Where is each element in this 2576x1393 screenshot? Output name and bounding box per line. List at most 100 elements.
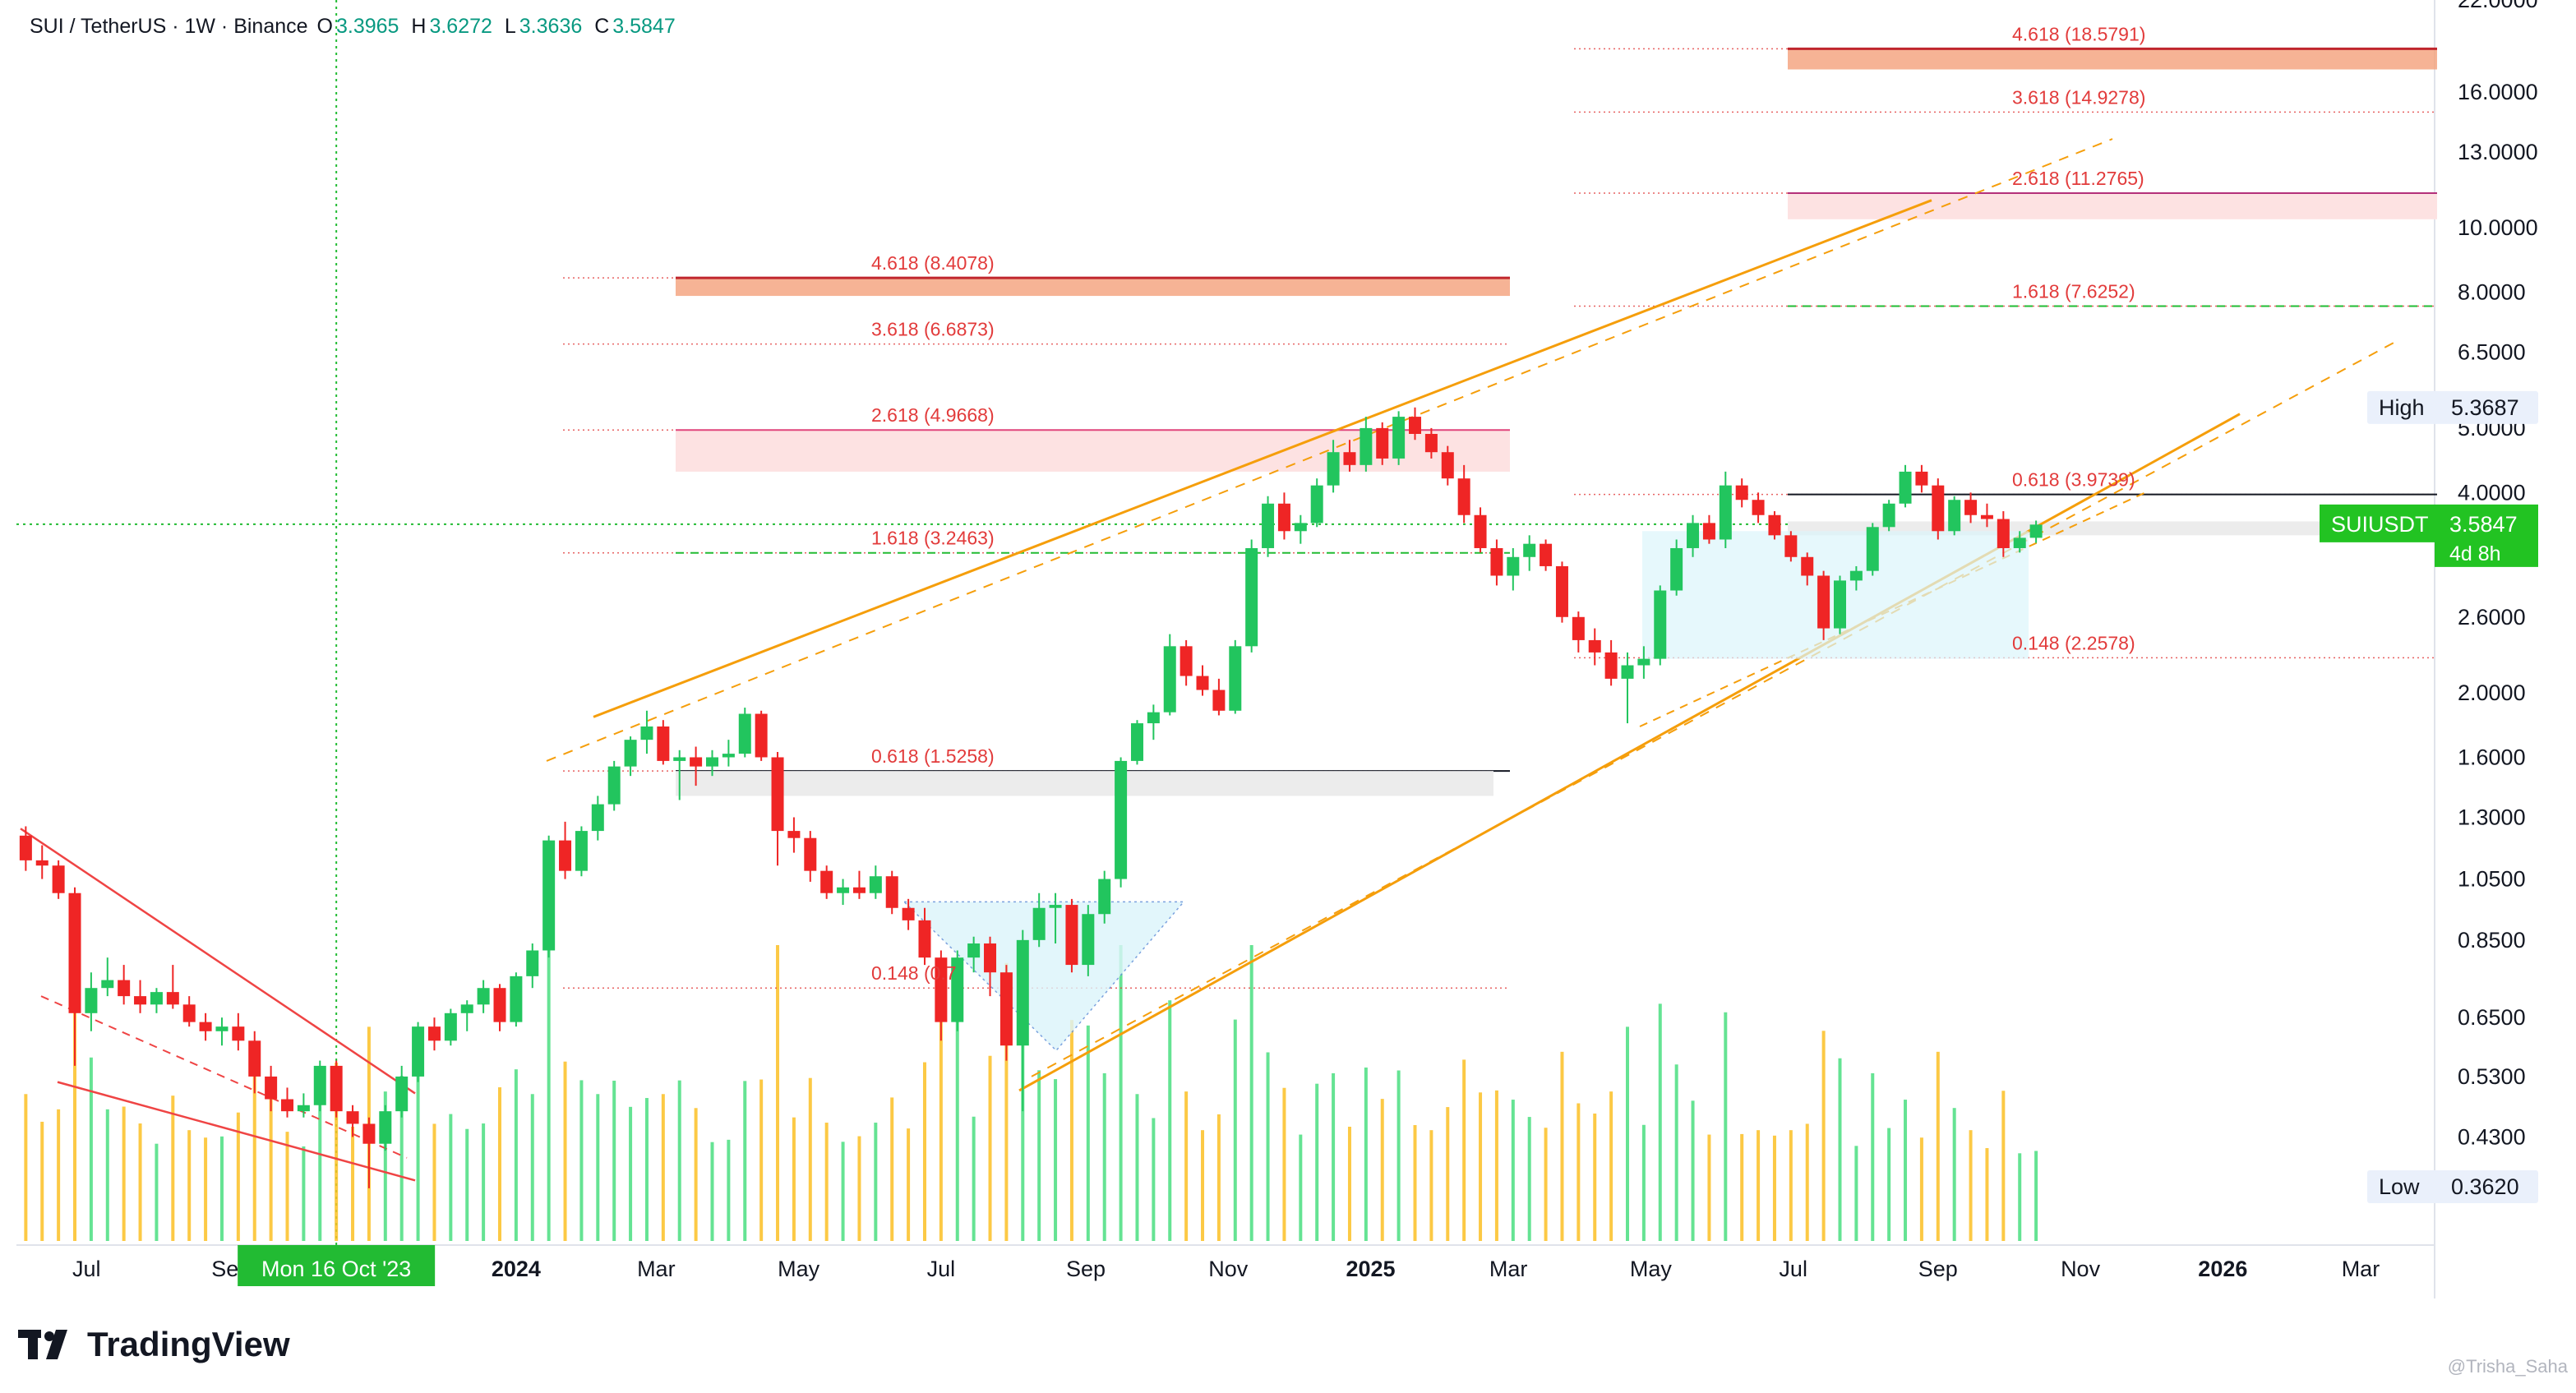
candle <box>1180 639 1193 686</box>
candle-body <box>690 757 703 767</box>
drawing-labels: 4.618 (8.4078) 3.618 (6.6873) 2.618 (4.966… <box>871 23 2145 984</box>
tradingview-logo[interactable]: TradingView <box>18 1325 290 1364</box>
axes: 22.0000 16.0000 13.0000 10.0000 8.0000 6.5000… <box>72 0 2538 1286</box>
candle-body <box>967 943 981 958</box>
candle <box>918 907 931 966</box>
candle-body <box>215 1026 229 1031</box>
volume-bar <box>1446 1107 1450 1241</box>
candle-body <box>1866 527 1879 571</box>
candle <box>575 826 588 877</box>
volume-bar <box>727 1139 731 1241</box>
time-tick-label: May <box>1630 1257 1673 1281</box>
time-tick-label: Mar <box>637 1257 676 1281</box>
volume-bar <box>824 1123 829 1241</box>
volume-bar <box>1577 1103 1581 1241</box>
candle <box>1016 929 1029 1112</box>
volume-bar <box>1641 1124 1646 1241</box>
candle <box>460 1000 473 1031</box>
candle-body <box>265 1076 278 1100</box>
candle <box>346 1105 359 1137</box>
price-tick-label: 8.0000 <box>2458 280 2526 305</box>
candle-body <box>869 876 882 893</box>
candle-body <box>1032 907 1046 940</box>
last-price-symbol: SUIUSDT <box>2331 512 2429 537</box>
candle-body <box>1637 658 1650 666</box>
volume-bar <box>1168 1000 1172 1241</box>
volume-bar <box>922 1062 926 1241</box>
candle-body <box>477 988 490 1005</box>
volume-bar <box>907 1128 911 1241</box>
candle <box>804 831 817 882</box>
volume-bar <box>1952 1108 1956 1241</box>
candle-body <box>1343 452 1356 465</box>
candle-body <box>1555 565 1568 617</box>
volume-bar <box>432 1123 436 1241</box>
volume-bar <box>449 1114 453 1241</box>
candle <box>1310 478 1323 528</box>
volume-bar <box>776 945 780 1241</box>
volume-bar <box>939 976 943 1241</box>
candle-body <box>1082 914 1095 966</box>
price-tick-label: 1.0500 <box>2458 867 2526 892</box>
candle <box>182 996 196 1027</box>
candle <box>1555 561 1568 623</box>
candle <box>1457 464 1470 524</box>
candle <box>427 1017 441 1051</box>
candle-body <box>19 835 32 860</box>
low-price-badge-bg <box>2367 1169 2538 1203</box>
fib-2025-level-label: 1.618 (7.6252) <box>2012 281 2135 302</box>
candle <box>951 950 964 1031</box>
volume-bar <box>171 1095 175 1241</box>
candle <box>1670 539 1683 596</box>
candle <box>984 936 997 997</box>
candle-body <box>1882 503 1895 528</box>
candle-body <box>1784 535 1798 557</box>
candle <box>1621 652 1634 724</box>
time-tick-label: 2024 <box>492 1257 541 1281</box>
volume-bar <box>563 1061 567 1241</box>
time-tick-label: Sep <box>1066 1257 1106 1281</box>
candle-body <box>1163 646 1176 713</box>
volume-bar <box>857 1136 861 1241</box>
price-tick-label: 0.4300 <box>2458 1124 2526 1149</box>
candle-body <box>559 840 572 871</box>
candle-body <box>771 757 784 832</box>
candle <box>1604 639 1618 686</box>
candle <box>591 796 604 841</box>
volume-bar <box>792 1117 796 1241</box>
candle-body <box>640 726 653 740</box>
candle-body <box>68 893 81 1013</box>
candle <box>1507 547 1520 591</box>
volume-bar <box>1757 1130 1761 1241</box>
candle <box>362 1117 376 1188</box>
candle <box>542 835 556 958</box>
candle <box>1540 539 1553 571</box>
candle <box>1572 611 1585 653</box>
candle <box>869 865 882 899</box>
fib-2025-level-label: 2.618 (11.2765) <box>2012 168 2144 189</box>
candle <box>1654 585 1667 666</box>
candle <box>902 898 915 930</box>
volume-bar <box>596 1094 600 1241</box>
volume-bar <box>1609 1091 1613 1241</box>
candle-body <box>346 1111 359 1124</box>
time-tick-label: Jul <box>927 1257 956 1281</box>
volume-bar <box>383 1091 387 1241</box>
time-tick-label: Jul <box>72 1257 101 1281</box>
volume-bar <box>874 1123 878 1241</box>
candle-body <box>804 837 817 871</box>
time-tick-label: Nov <box>2061 1257 2101 1281</box>
volume-bar <box>105 1109 109 1241</box>
candle-body <box>575 831 588 871</box>
candle-body <box>935 957 948 1022</box>
candle <box>35 845 48 879</box>
volume-bar <box>1054 1079 1058 1241</box>
volume-bar <box>955 1001 959 1241</box>
candle-body <box>460 1004 473 1013</box>
candle-body <box>281 1099 294 1112</box>
candle <box>1637 646 1650 679</box>
last-price-bg <box>2435 504 2538 567</box>
candle-body <box>1229 646 1242 711</box>
volume-bar <box>416 1054 420 1241</box>
